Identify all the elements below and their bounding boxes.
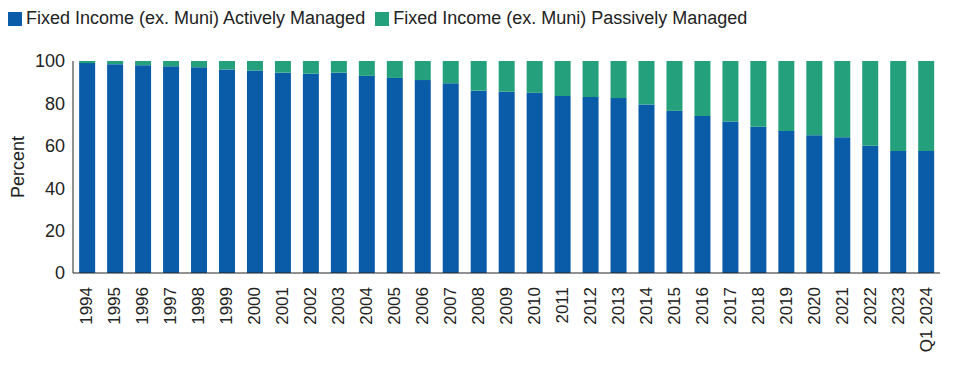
svg-text:40: 40 [45,179,65,199]
svg-text:2010: 2010 [525,287,544,325]
svg-text:1999: 1999 [217,287,236,325]
svg-text:2012: 2012 [581,287,600,325]
svg-text:Q1 2024: Q1 2024 [917,287,936,352]
svg-text:2013: 2013 [609,287,628,325]
svg-text:2023: 2023 [889,287,908,325]
svg-text:2011: 2011 [553,287,572,324]
html-text:Fixed Income (ex. Muni) Active: Fixed Income (ex. Muni) Actively Managed [26,8,366,28]
svg-text:2006: 2006 [413,287,432,325]
svg-text:2020: 2020 [805,287,824,325]
svg-text:2002: 2002 [301,287,320,325]
svg-text:100: 100 [35,51,65,71]
svg-text:2016: 2016 [693,287,712,325]
svg-text:2001: 2001 [273,287,292,325]
svg-text:2018: 2018 [749,287,768,325]
svg-text:2014: 2014 [637,287,656,325]
svg-text:2021: 2021 [833,287,852,325]
svg-text:2019: 2019 [777,287,796,325]
svg-text:2004: 2004 [357,287,376,325]
svg-text:60: 60 [45,136,65,156]
svg-text:2022: 2022 [861,287,880,325]
svg-text:2007: 2007 [441,287,460,325]
svg-text:1996: 1996 [133,287,152,325]
svg-text:2009: 2009 [497,287,516,325]
svg-text:80: 80 [45,94,65,114]
svg-text:2003: 2003 [329,287,348,325]
svg-text:2000: 2000 [245,287,264,325]
svg-text:2015: 2015 [665,287,684,325]
svg-text:1994: 1994 [77,287,96,325]
svg-text:1997: 1997 [161,287,180,325]
html-text:Fixed Income (ex. Muni) Passiv: Fixed Income (ex. Muni) Passively Manage… [393,8,748,28]
svg-text:1998: 1998 [189,287,208,325]
svg-text:0: 0 [55,263,65,283]
svg-text:2005: 2005 [385,287,404,325]
svg-text:Percent: Percent [8,136,28,198]
svg-text:1995: 1995 [105,287,124,325]
svg-text:2017: 2017 [721,287,740,325]
svg-text:20: 20 [45,221,65,241]
svg-text:2008: 2008 [469,287,488,325]
